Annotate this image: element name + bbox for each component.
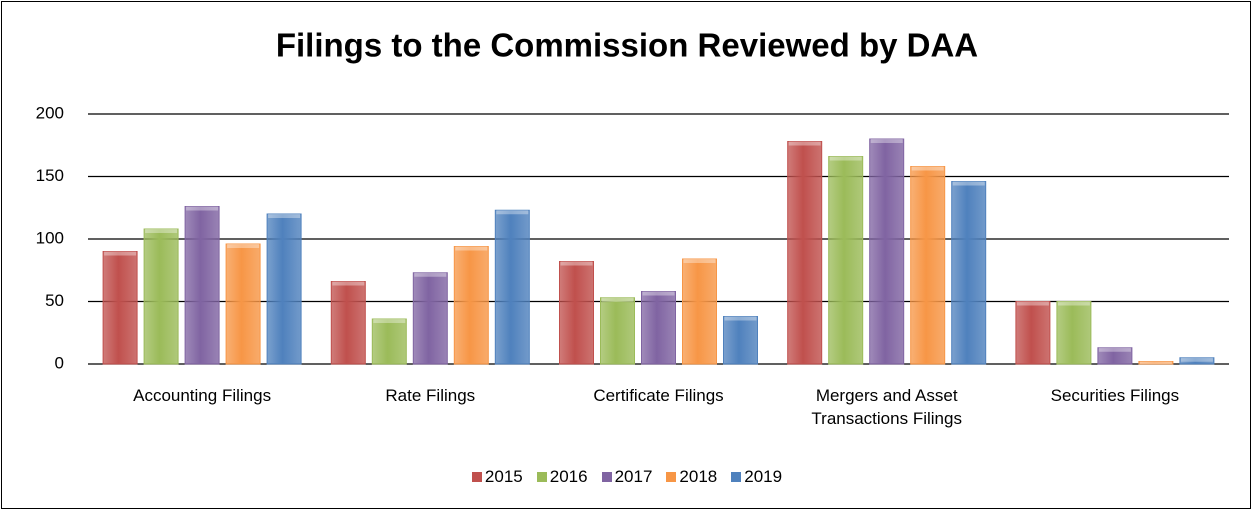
bar-top <box>1057 301 1090 306</box>
legend-swatch <box>731 472 742 482</box>
bar-top <box>1016 301 1049 306</box>
bar <box>910 166 946 365</box>
legend-label: 2016 <box>549 467 588 486</box>
bar-top <box>724 316 757 321</box>
bar <box>371 318 407 365</box>
legend-item: 2017 <box>601 467 653 487</box>
bar <box>723 316 758 365</box>
bar <box>266 213 302 365</box>
bar-top <box>1180 357 1213 362</box>
y-tick-label: 200 <box>36 103 64 122</box>
bar <box>453 246 489 365</box>
legend-swatch <box>471 472 482 482</box>
bar-top <box>455 246 488 251</box>
legend-item: 2016 <box>536 467 588 487</box>
x-tick-label: Rate Filings <box>385 386 476 405</box>
bar-top <box>1098 347 1131 352</box>
bar-top <box>496 210 529 215</box>
bar <box>1138 361 1174 365</box>
bar-top <box>870 139 903 143</box>
legend-item: 2019 <box>731 467 782 487</box>
bar-top <box>560 261 593 266</box>
bar <box>951 181 987 365</box>
bar <box>225 243 261 365</box>
x-tick-label: Certificate Filings <box>593 386 724 405</box>
legend-swatch <box>601 472 612 482</box>
bar <box>1179 357 1215 365</box>
bar <box>600 297 635 365</box>
bar-top <box>414 272 447 277</box>
legend-label: 2019 <box>744 467 783 486</box>
bar-top <box>642 291 675 296</box>
bar <box>184 206 220 365</box>
legend-label: 2018 <box>679 467 718 486</box>
bar-top <box>373 319 406 323</box>
bar <box>559 261 594 365</box>
bar-top <box>145 229 178 233</box>
legend-swatch <box>536 472 547 482</box>
chart-title: Filings to the Commission Reviewed by DA… <box>276 27 978 64</box>
bar <box>412 272 448 365</box>
bar-top <box>788 141 821 146</box>
x-tick-label: Mergers and Asset Transactions Filings <box>811 386 962 428</box>
bar <box>1015 301 1051 365</box>
bar-top <box>268 214 301 218</box>
bar <box>330 281 366 365</box>
bar-top <box>186 206 219 211</box>
bar-top <box>227 244 260 248</box>
bar-top <box>1139 361 1172 364</box>
bar <box>682 258 717 365</box>
x-tick-label: Accounting Filings <box>133 386 272 405</box>
bar-top <box>911 166 944 171</box>
bar-top <box>683 259 716 263</box>
y-tick-label: 150 <box>36 166 64 185</box>
legend-item: 2018 <box>666 467 717 487</box>
y-tick-label: 50 <box>45 291 64 310</box>
bar <box>143 228 179 365</box>
bar <box>828 156 864 365</box>
bar <box>102 251 138 365</box>
bar <box>787 141 823 365</box>
bar-top <box>601 297 634 302</box>
bar-top <box>332 281 365 286</box>
bar <box>869 138 905 365</box>
legend-label: 2017 <box>614 467 653 486</box>
bar <box>1056 301 1092 365</box>
legend: 2015 2016 2017 2018 2019 <box>0 467 1254 487</box>
bar <box>494 209 530 365</box>
legend-swatch <box>666 472 677 482</box>
x-tick-label: Securities Filings <box>1050 386 1180 405</box>
legend-item: 2015 <box>471 467 523 487</box>
y-tick-label: 100 <box>36 228 64 247</box>
legend-label: 2015 <box>484 467 523 486</box>
bar-top <box>952 181 985 186</box>
y-tick-label: 0 <box>55 353 64 372</box>
bar-top <box>829 156 862 161</box>
bar <box>1097 347 1133 365</box>
bar-top <box>104 251 137 256</box>
bar <box>641 291 676 365</box>
